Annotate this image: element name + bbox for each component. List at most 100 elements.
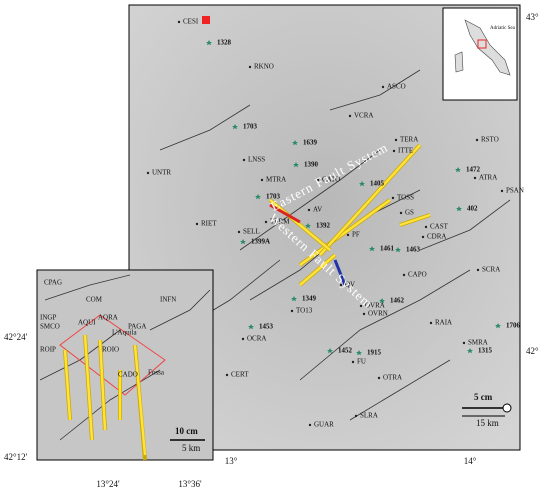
- station-dot: [242, 158, 246, 162]
- station-dot: [462, 341, 466, 345]
- station-dot: [307, 208, 311, 212]
- station-dot: [308, 423, 312, 427]
- vector-scale: 5 cm: [474, 392, 493, 402]
- distance-scale: 15 km: [476, 418, 499, 428]
- locator-frame: [442, 7, 518, 101]
- station-dot: [248, 65, 252, 69]
- station-label: RSTO: [481, 136, 499, 144]
- inset-label: INFN: [160, 296, 176, 304]
- station-label: 1461: [380, 245, 395, 253]
- station-label: PF: [352, 231, 360, 239]
- inset-arrows: [63, 334, 147, 461]
- station-label: SELL: [243, 228, 260, 236]
- station-dot: [473, 176, 477, 180]
- inset-label: AQRA: [98, 314, 118, 322]
- station-marker: [202, 16, 210, 24]
- station-label: 1703: [243, 123, 258, 131]
- station-label: 1405: [370, 180, 385, 188]
- station-dot: [241, 337, 245, 341]
- station-label: CATO: [322, 176, 340, 184]
- station-label: AV: [313, 206, 322, 214]
- inset-lat-label: 42°24': [4, 332, 28, 342]
- station-label: MTRA: [266, 176, 286, 184]
- gps-star: [327, 348, 333, 354]
- gps-star: [232, 124, 238, 130]
- station-label: CESI: [183, 18, 199, 26]
- station-label: CAPO: [408, 271, 427, 279]
- station-label: 1390: [304, 161, 319, 169]
- station-label: 1639: [303, 139, 318, 147]
- station-dot: [354, 414, 358, 418]
- inset-label: Fossa: [148, 369, 165, 377]
- inset-lat-label: 42°12': [4, 452, 28, 462]
- gps-star: [456, 206, 462, 212]
- station-label: OCRA: [247, 335, 266, 343]
- station-dot: [394, 138, 398, 142]
- station-dot: [351, 360, 355, 364]
- station-dot: [475, 138, 479, 142]
- station-dot: [500, 189, 504, 193]
- station-label: RAIA: [435, 319, 452, 327]
- station-label: 1315: [478, 347, 493, 355]
- inset-lon-label: 13°24': [96, 479, 120, 489]
- station-label: CAST: [430, 223, 449, 231]
- station-labels: CESI 1328 RKNO ASCO 1703 1639 VCRA LNSS UNTR 1390…: [146, 18, 524, 429]
- inset-label: AQUI: [78, 319, 96, 327]
- gps-star: [292, 140, 298, 146]
- gps-star: [293, 162, 299, 168]
- station-dot: [429, 321, 433, 325]
- scale-ellipse: [502, 403, 512, 413]
- station-label: SMRA: [468, 339, 488, 347]
- station-dot: [381, 85, 385, 89]
- station-dot: [195, 222, 199, 226]
- station-dot: [391, 196, 395, 200]
- station-label: ITTE: [398, 147, 413, 155]
- inset-label: PAGA: [128, 323, 146, 331]
- station-label: 1349: [302, 295, 317, 303]
- inset-label: INGP: [40, 314, 56, 322]
- station-label: QV: [345, 281, 355, 289]
- station-label: TO13: [296, 307, 313, 315]
- station-label: GS: [405, 209, 414, 217]
- station-label: TOSS: [397, 194, 414, 202]
- inset-lon-label: 13°36': [178, 479, 202, 489]
- gps-star: [305, 223, 311, 229]
- station-label: UNTR: [152, 169, 171, 177]
- station-dot: [424, 225, 428, 229]
- lon-label: 14°: [464, 456, 477, 466]
- station-dot: [225, 373, 229, 377]
- station-dot: [362, 312, 366, 316]
- gps-star: [395, 247, 401, 253]
- station-dot: [290, 309, 294, 313]
- station-dot: [377, 376, 381, 380]
- station-label: 1399A: [251, 238, 270, 246]
- lat-label: 43°: [526, 12, 539, 22]
- gps-star: [467, 348, 473, 354]
- station-label: OVRN: [368, 310, 388, 318]
- station-label: 1703: [266, 193, 281, 201]
- station-label: 1463: [406, 246, 421, 254]
- station-label: RKNO: [254, 63, 274, 71]
- italy-outline: [464, 19, 511, 76]
- station-label: LNSS: [248, 156, 265, 164]
- inset-label: CPAG: [44, 279, 62, 287]
- station-dot: [392, 149, 396, 153]
- arrow-red: [269, 203, 301, 224]
- station-label: 1328: [217, 39, 232, 47]
- station-dot: [316, 178, 320, 182]
- station-label: 1472: [466, 166, 481, 174]
- station-label: 1915: [367, 349, 382, 357]
- station-label: TERA: [400, 136, 418, 144]
- station-label: VCRA: [354, 112, 373, 120]
- gps-star: [248, 324, 254, 330]
- station-label: GUAR: [314, 421, 334, 429]
- gps-star: [369, 246, 375, 252]
- locator-box: [477, 39, 487, 49]
- station-dot: [339, 283, 343, 287]
- lon-label: 13°: [225, 456, 238, 466]
- station-dot: [402, 273, 406, 277]
- inset-vector-scale: 10 cm: [175, 426, 198, 436]
- station-label: 1453: [259, 323, 274, 331]
